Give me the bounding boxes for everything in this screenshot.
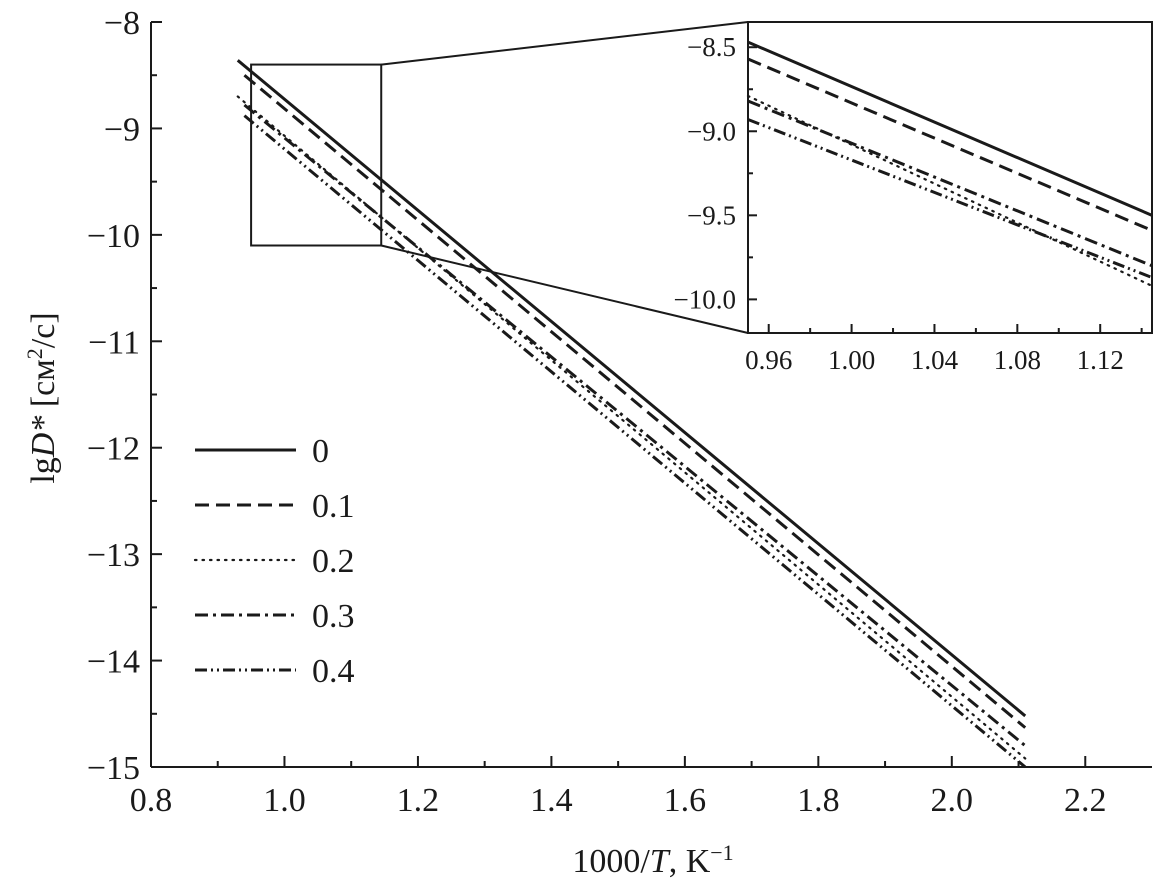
inset-y-tick-label: −8.5 bbox=[687, 32, 736, 62]
x-tick-label: 1.8 bbox=[797, 782, 840, 819]
legend-label-0: 0 bbox=[312, 433, 329, 470]
x-tick-label: 0.8 bbox=[130, 782, 173, 819]
x-tick-label: 1.6 bbox=[664, 782, 707, 819]
legend-label-0-1: 0.1 bbox=[312, 488, 355, 525]
inset-x-tick-label: 1.04 bbox=[911, 345, 959, 375]
y-tick-label: −14 bbox=[87, 644, 140, 681]
inset-y-tick-label: −10.0 bbox=[674, 284, 736, 314]
x-tick-label: 1.4 bbox=[530, 782, 573, 819]
x-axis-title-post: , K bbox=[669, 843, 711, 880]
inset-y-tick-label: −9.5 bbox=[687, 200, 736, 230]
zoom-box bbox=[250, 63, 383, 247]
y-tick-label: −11 bbox=[88, 324, 140, 361]
legend-label-0-4: 0.4 bbox=[312, 653, 355, 690]
legend-label-0-3: 0.3 bbox=[312, 598, 355, 635]
x-tick-label: 2.2 bbox=[1064, 782, 1107, 819]
y-tick-label: −9 bbox=[104, 111, 140, 148]
inset-plot-area: 0.96 1.00 1.04 1.08 1.12 −8.5 −9.0 −9.5 −10.0 bbox=[380, 21, 1154, 375]
zoom-connector-top bbox=[381, 21, 749, 66]
y-tick-label: −8 bbox=[104, 5, 140, 42]
zoom-connector-bottom bbox=[380, 244, 749, 334]
y-axis-title-sup: 2 bbox=[22, 348, 47, 359]
inset-x-tick-label: 1.12 bbox=[1077, 345, 1124, 375]
legend: 0 0.1 0.2 0.3 0.4 bbox=[193, 433, 355, 690]
inset-x-tick-label: 1.00 bbox=[828, 345, 875, 375]
y-axis-title-var: D* bbox=[25, 416, 62, 459]
y-tick-label: −15 bbox=[87, 750, 140, 787]
inset-series-line-0-4 bbox=[747, 118, 1153, 279]
main-plot-area: 0.8 1.0 1.2 1.4 1.6 1.8 2.0 2.2 −8 −9 −10 −11 −12 −13… bbox=[87, 5, 1152, 819]
inset-series-line-0-1 bbox=[747, 57, 1153, 232]
inset-x-tick-label: 0.96 bbox=[745, 345, 792, 375]
inset-frame bbox=[747, 21, 1153, 334]
x-tick-label: 1.0 bbox=[263, 782, 306, 819]
x-axis-title-pre: 1000/ bbox=[572, 843, 650, 880]
series-line-0-4 bbox=[243, 114, 1027, 769]
inset-series-line-0 bbox=[747, 40, 1153, 217]
series-line-0 bbox=[236, 59, 1027, 718]
x-tick-label: 1.2 bbox=[397, 782, 440, 819]
legend-label-0-2: 0.2 bbox=[312, 543, 355, 580]
series-line-0-1 bbox=[243, 74, 1027, 729]
inset-series-line-0-3 bbox=[747, 99, 1153, 268]
y-axis-title-post: [см bbox=[25, 359, 62, 415]
x-axis-title: 1000/T, K−1 bbox=[572, 840, 733, 881]
inset-x-tick-label: 1.08 bbox=[994, 345, 1041, 375]
y-tick-label: −10 bbox=[87, 218, 140, 255]
x-tick-label: 2.0 bbox=[931, 782, 974, 819]
y-tick-label: −12 bbox=[87, 431, 140, 468]
y-axis-title: lgD* [см2/с] bbox=[22, 312, 63, 483]
y-tick-label: −13 bbox=[87, 537, 140, 574]
y-axis-title-post2: /с] bbox=[25, 312, 62, 348]
y-axis-title-pre: lg bbox=[25, 457, 62, 483]
series-line-0-3 bbox=[243, 103, 1027, 747]
x-axis-title-var: T bbox=[650, 843, 671, 880]
x-axis-title-sup: −1 bbox=[710, 840, 733, 865]
inset-y-tick-label: −9.0 bbox=[687, 116, 736, 146]
